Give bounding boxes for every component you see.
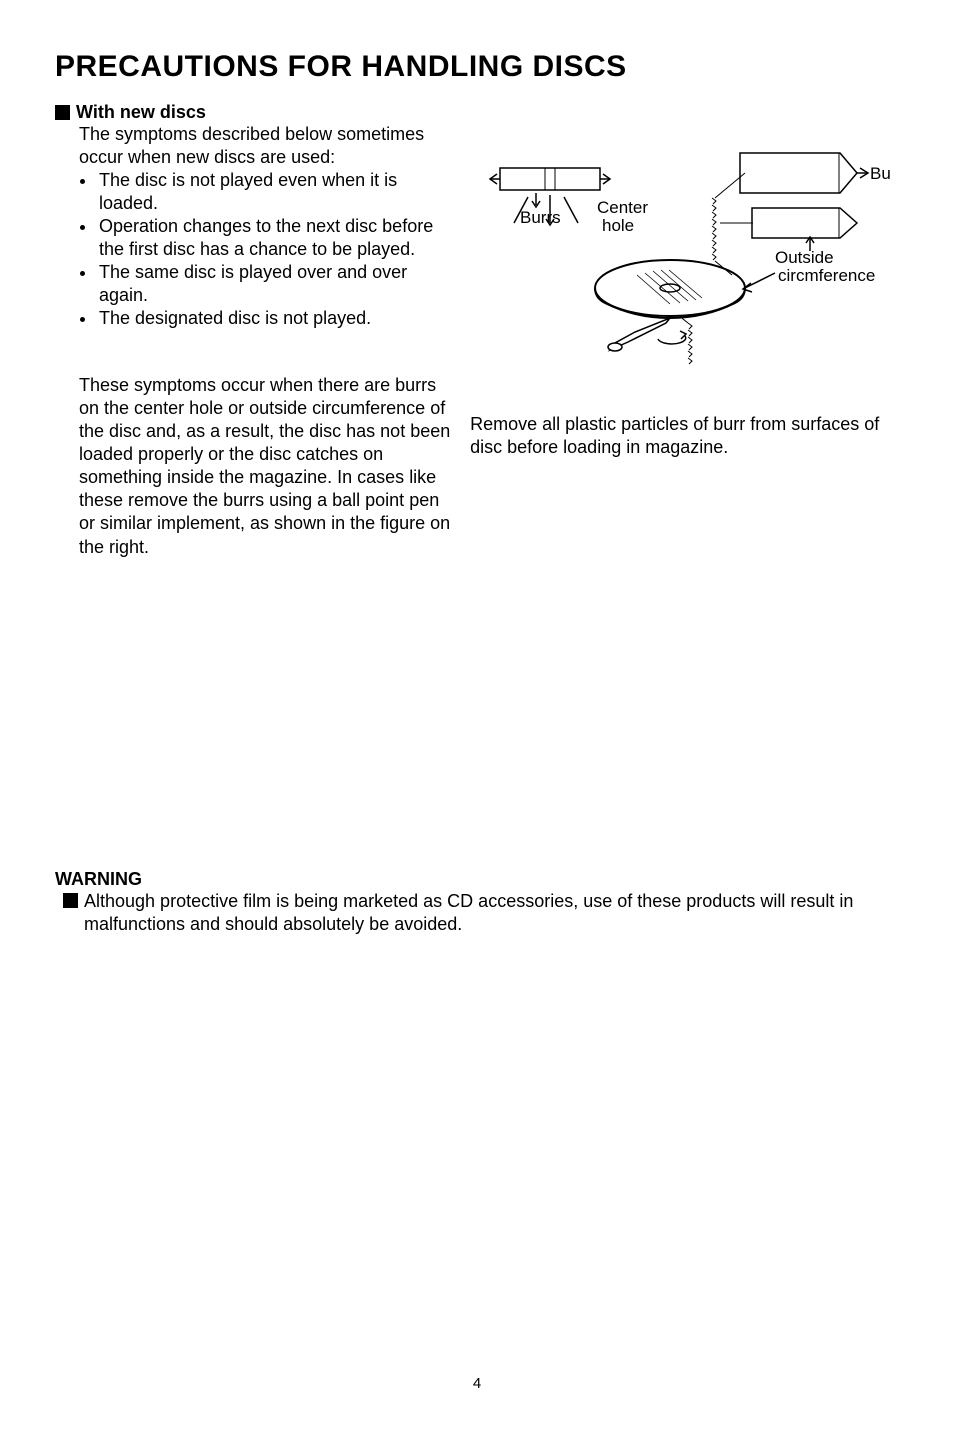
intro-text: The symptoms described below sometimes o… (79, 123, 460, 169)
bullet-square-icon (63, 893, 78, 908)
diagram-label-burrs-left: Burrs (520, 208, 561, 227)
diagram-label-burrs-right: Burrs (870, 164, 890, 183)
explanation-paragraph: These symptoms occur when there are burr… (79, 374, 460, 558)
bullet-square-icon (55, 105, 70, 120)
diagram-label-circumference: circmference (778, 266, 875, 285)
section-heading-with-new-discs: With new discs (55, 102, 899, 123)
list-item: The designated disc is not played. (97, 307, 460, 330)
section-heading-text: With new discs (76, 102, 206, 123)
disc-burrs-diagram: Burrs Center hole Burrs Outside circmfer… (470, 123, 899, 403)
diagram-label-center: Center (597, 198, 648, 217)
diagram-label-outside: Outside (775, 248, 834, 267)
page-number: 4 (0, 1375, 954, 1392)
warning-text: Although protective film is being market… (84, 890, 899, 936)
diagram-caption: Remove all plastic particles of burr fro… (470, 413, 899, 459)
warning-heading: WARNING (55, 869, 899, 890)
symptom-list: The disc is not played even when it is l… (79, 169, 460, 330)
list-item: The disc is not played even when it is l… (97, 169, 460, 215)
page-title: PRECAUTIONS FOR HANDLING DISCS (55, 50, 899, 84)
diagram-label-hole: hole (602, 216, 634, 235)
list-item: The same disc is played over and over ag… (97, 261, 460, 307)
list-item: Operation changes to the next disc befor… (97, 215, 460, 261)
